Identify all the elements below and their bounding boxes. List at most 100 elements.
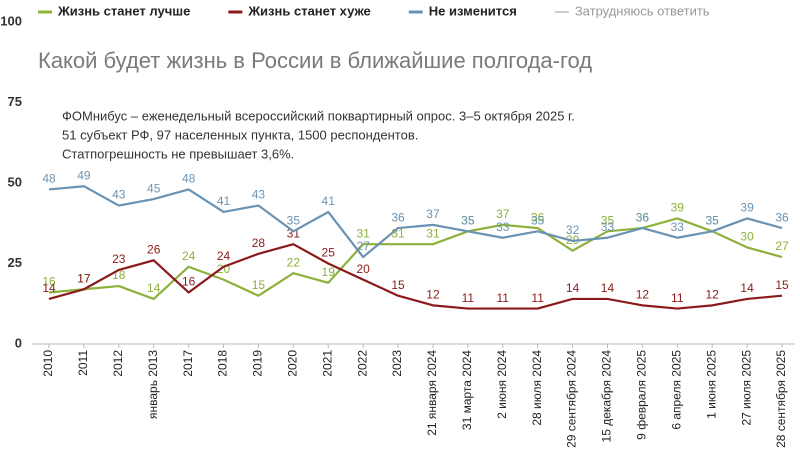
data-label: 31 (426, 226, 440, 240)
x-tick-label: январь 2013 (146, 350, 160, 419)
data-label: 31 (356, 226, 370, 240)
data-label: 33 (671, 220, 685, 234)
y-tick-label: 75 (8, 94, 22, 109)
x-tick-label: 29 сентября 2024 (565, 350, 579, 448)
x-tick-label: 2019 (251, 350, 265, 377)
data-label: 39 (671, 201, 685, 215)
x-tick-label: 6 апреля 2025 (669, 350, 683, 430)
data-label: 36 (636, 210, 650, 224)
data-label: 27 (775, 239, 789, 253)
x-tick-label: 2 июня 2024 (495, 350, 509, 419)
data-label: 14 (601, 281, 615, 295)
data-label: 23 (112, 252, 126, 266)
x-tick-label: 2018 (216, 350, 230, 377)
data-label: 41 (322, 194, 336, 208)
data-label: 11 (462, 291, 475, 305)
data-label: 14 (42, 281, 56, 295)
data-label: 35 (531, 213, 545, 227)
x-tick-label: 2022 (355, 350, 369, 377)
data-label: 36 (391, 210, 405, 224)
x-tick-label: 27 июля 2025 (739, 350, 753, 426)
data-label: 33 (496, 220, 510, 234)
data-label: 16 (182, 275, 196, 289)
data-label: 36 (775, 210, 789, 224)
legend-label: Жизнь станет лучше (57, 3, 190, 18)
data-label: 43 (112, 188, 126, 202)
x-tick-label: 2020 (286, 350, 300, 377)
data-label: 12 (426, 288, 440, 302)
data-label: 48 (182, 172, 196, 186)
data-label: 35 (706, 213, 720, 227)
data-label: 35 (601, 213, 615, 227)
data-label: 14 (740, 281, 754, 295)
series-line (48, 217, 783, 301)
y-tick-label: 0 (15, 335, 22, 350)
data-label: 24 (217, 249, 231, 263)
data-label: 30 (740, 230, 754, 244)
data-label: 14 (147, 281, 161, 295)
x-tick-label: 1 июня 2025 (704, 350, 718, 419)
data-label: 16 (42, 275, 56, 289)
data-label: 27 (356, 239, 370, 253)
data-label: 43 (252, 188, 266, 202)
data-label: 49 (77, 168, 91, 182)
legend-label: Не изменится (429, 3, 517, 18)
data-label: 15 (252, 278, 266, 292)
data-label: 17 (77, 271, 91, 285)
data-label: 17 (77, 271, 91, 285)
data-label: 14 (566, 281, 580, 295)
x-tick-label: 2017 (181, 350, 195, 377)
data-label: 11 (671, 291, 684, 305)
data-label: 37 (426, 207, 440, 221)
subtitle: 51 субъект РФ, 97 населенных пункта, 150… (62, 127, 418, 142)
data-label: 36 (531, 210, 545, 224)
data-label: 39 (740, 201, 754, 215)
series-line (48, 243, 783, 310)
chart-title: Какой будет жизнь в России в ближайшие п… (38, 48, 592, 73)
x-tick-label: 2021 (320, 350, 334, 377)
data-label: 29 (566, 233, 580, 247)
data-label: 25 (322, 246, 336, 260)
x-tick-label: 2023 (390, 350, 404, 377)
subtitle: ФОМнибус – еженедельный всероссийский по… (62, 108, 575, 123)
data-label: 35 (287, 213, 301, 227)
x-tick-label: 9 февраля 2025 (635, 350, 649, 440)
legend-label: Жизнь станет хуже (247, 3, 370, 18)
data-label: 41 (217, 194, 231, 208)
x-tick-label: 28 июля 2024 (530, 350, 544, 426)
x-tick-label: 31 марта 2024 (460, 350, 474, 430)
data-label: 11 (497, 291, 510, 305)
legend-label: Затрудняюсь ответить (575, 3, 710, 18)
data-label: 19 (322, 265, 336, 279)
data-label: 12 (636, 288, 650, 302)
data-label: 35 (461, 213, 475, 227)
subtitle: Статпогрешность не превышает 3,6%. (62, 146, 294, 161)
data-label: 12 (706, 288, 720, 302)
data-label: 45 (147, 181, 161, 195)
x-tick-label: 2010 (41, 350, 55, 377)
data-label: 15 (775, 278, 789, 292)
y-tick-label: 25 (8, 255, 22, 270)
x-tick-label: 2012 (111, 350, 125, 377)
x-tick-label: 28 сентября 2025 (774, 350, 788, 448)
x-tick-label: 21 января 2024 (425, 350, 439, 436)
data-label: 28 (252, 236, 266, 250)
y-tick-label: 50 (8, 174, 22, 189)
data-label: 32 (566, 223, 580, 237)
data-label: 26 (147, 242, 161, 256)
series-line (48, 185, 783, 259)
data-label: 48 (42, 172, 56, 186)
data-label: 33 (601, 220, 615, 234)
x-tick-label: 2011 (76, 350, 90, 376)
data-label: 22 (287, 255, 301, 269)
data-label: 35 (706, 213, 720, 227)
x-tick-label: 15 декабря 2024 (600, 350, 614, 443)
data-label: 11 (531, 291, 544, 305)
data-label: 36 (636, 210, 650, 224)
data-label: 37 (496, 207, 510, 221)
data-label: 35 (461, 213, 475, 227)
data-label: 24 (182, 249, 196, 263)
y-tick-label: 100 (0, 13, 22, 28)
data-label: 15 (391, 278, 405, 292)
